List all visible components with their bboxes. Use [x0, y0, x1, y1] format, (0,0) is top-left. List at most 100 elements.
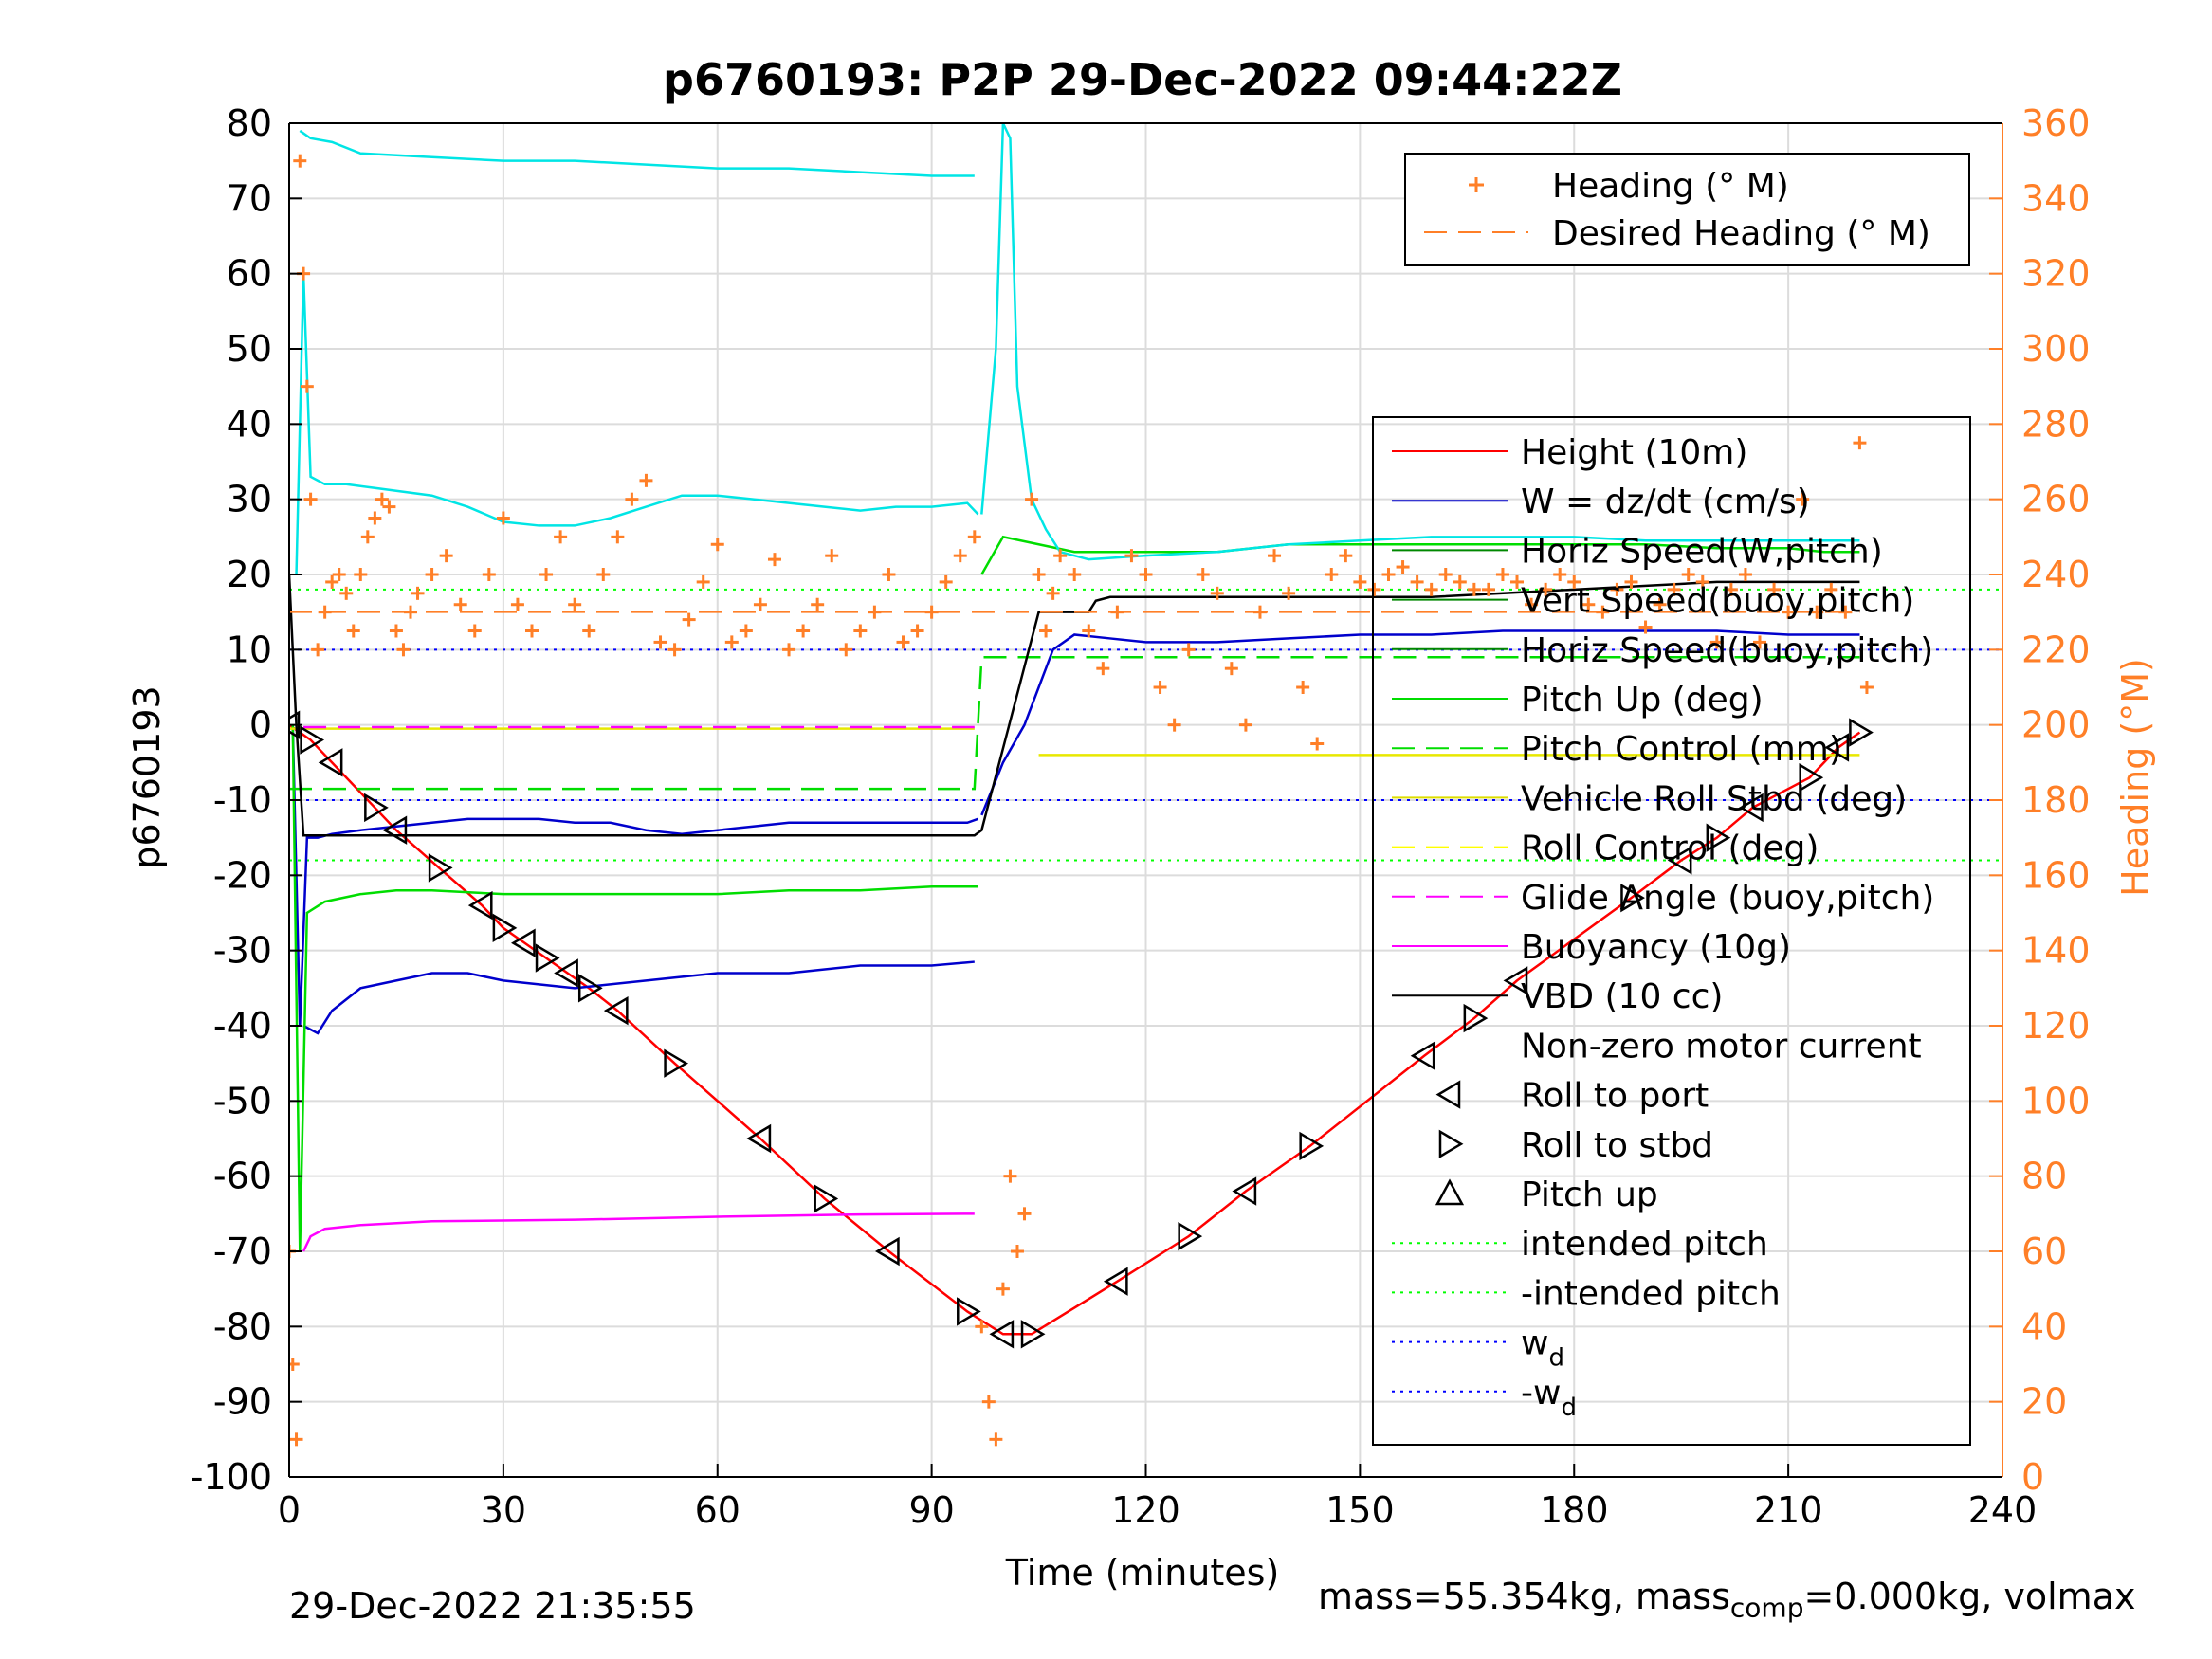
- series-line: [289, 723, 1861, 1336]
- heading-marker: [293, 154, 307, 168]
- heading-marker: [1153, 681, 1167, 694]
- heading-marker: [1238, 718, 1252, 732]
- heading-marker: [1810, 605, 1824, 619]
- x-tick-label: 180: [1540, 1489, 1609, 1531]
- y-tick-label: 20: [227, 554, 272, 595]
- legend-heading-box: [1404, 153, 1970, 266]
- heading-marker: [496, 511, 510, 525]
- heading-marker: [639, 473, 653, 487]
- heading-marker: [1110, 605, 1124, 619]
- y-tick-label: 50: [227, 328, 272, 370]
- heading-marker: [582, 624, 596, 638]
- heading-marker: [1610, 582, 1624, 596]
- y-tick-label: -30: [213, 930, 272, 972]
- heading-marker: [289, 1432, 303, 1447]
- y-tick-label: -40: [213, 1005, 272, 1047]
- roll-stbd-marker: [1463, 1003, 1489, 1033]
- heading-marker: [882, 568, 896, 581]
- roll-stbd-marker: [1299, 1131, 1325, 1161]
- y-tick-label: -20: [213, 854, 272, 896]
- heading-marker: [1782, 605, 1796, 619]
- heading-marker: [1753, 635, 1767, 649]
- heading-marker: [360, 530, 375, 544]
- series-line: [980, 629, 1860, 816]
- axes: 0 30 60 90 120 150 180 210 24080706050403020100-…: [191, 102, 2091, 1531]
- x-tick-label: 0: [278, 1489, 301, 1531]
- legend-label: W = dz/dt (cm/s): [1521, 483, 1810, 521]
- heading-marker: [354, 568, 368, 581]
- heading-marker: [510, 597, 524, 611]
- heading-marker: [1003, 1169, 1017, 1183]
- y-tick-label: -10: [213, 779, 272, 821]
- y-tick-label: -100: [191, 1456, 272, 1498]
- heading-marker: [611, 530, 625, 544]
- heading-marker: [1381, 568, 1396, 581]
- legend-main: Height (10m) W = dz/dt (cm/s) Horiz Speed(…: [1372, 416, 1971, 1446]
- y2-tick-label: 260: [2021, 479, 2091, 520]
- legend-heading-label: Heading (° M): [1552, 167, 1789, 206]
- roll-port-marker: [746, 1123, 772, 1154]
- heading-marker: [396, 643, 411, 657]
- heading-marker: [1853, 436, 1867, 450]
- y2-tick-label: 340: [2021, 177, 2091, 219]
- legend-heading-label: Desired Heading (° M): [1552, 214, 1930, 253]
- heading-marker: [1039, 624, 1053, 638]
- heading-marker: [289, 1358, 300, 1371]
- roll-stbd-marker: [535, 943, 560, 973]
- heading-marker: [1410, 574, 1424, 589]
- roll-stbd-marker: [1799, 763, 1824, 793]
- right-axis-label: Heading (°M): [2114, 658, 2156, 897]
- y-tick-label: 70: [227, 177, 272, 219]
- y2-tick-label: 20: [2021, 1381, 2067, 1423]
- series-line: [289, 656, 1860, 791]
- roll-stbd-marker: [364, 793, 389, 823]
- legend-label: Height (10m): [1521, 433, 1747, 472]
- heading-marker: [467, 624, 482, 638]
- heading-marker: [1824, 582, 1838, 596]
- heading-marker: [1196, 568, 1210, 581]
- legend-label: Non-zero motor current: [1521, 1027, 1922, 1066]
- heading-marker: [1339, 549, 1353, 563]
- heading-marker: [739, 624, 753, 638]
- heading-marker: [325, 574, 339, 589]
- y-tick-label: 80: [227, 102, 272, 144]
- x-axis-label: Time (minutes): [1005, 1552, 1280, 1594]
- heading-marker: [1396, 560, 1410, 574]
- series-line: [302, 960, 975, 1035]
- roll-stbd-marker: [1620, 883, 1645, 913]
- heading-marker: [989, 1432, 1003, 1447]
- x-tick-label: 210: [1754, 1489, 1823, 1531]
- y-tick-label: -80: [213, 1305, 272, 1347]
- y2-tick-label: 0: [2021, 1456, 2044, 1498]
- heading-marker: [1539, 582, 1553, 596]
- heading-marker: [996, 1282, 1010, 1296]
- heading-marker: [696, 574, 710, 589]
- roll-port-marker: [1667, 846, 1692, 875]
- heading-marker: [318, 605, 332, 619]
- roll-port-marker: [1739, 793, 1764, 823]
- heading-marker: [1581, 597, 1596, 611]
- heading-marker: [1124, 549, 1139, 563]
- series-layer: [289, 123, 2002, 1447]
- y-tick-label: 40: [227, 403, 272, 445]
- heading-marker: [767, 553, 781, 567]
- heading-marker: [1017, 1207, 1032, 1221]
- heading-marker: [524, 624, 539, 638]
- heading-marker: [1025, 492, 1039, 506]
- roll-port-marker: [1503, 966, 1528, 995]
- heading-marker: [368, 511, 382, 525]
- legend-label: Horiz Speed(W,pitch): [1521, 532, 1883, 571]
- y2-tick-label: 200: [2021, 704, 2091, 746]
- roll-stbd-marker: [577, 974, 603, 1003]
- roll-stbd-marker: [1706, 823, 1731, 852]
- heading-marker: [1282, 586, 1296, 600]
- legend-label: Horiz Speed(buoy,pitch): [1521, 631, 1933, 670]
- heading-marker: [924, 605, 939, 619]
- legend-symbol: [1435, 1178, 1465, 1206]
- y2-tick-label: 320: [2021, 253, 2091, 295]
- heading-marker: [1068, 568, 1082, 581]
- x-tick-label: 150: [1325, 1489, 1395, 1531]
- heading-marker: [1252, 605, 1267, 619]
- y2-tick-label: 240: [2021, 554, 2091, 595]
- y-tick-label: -60: [213, 1156, 272, 1197]
